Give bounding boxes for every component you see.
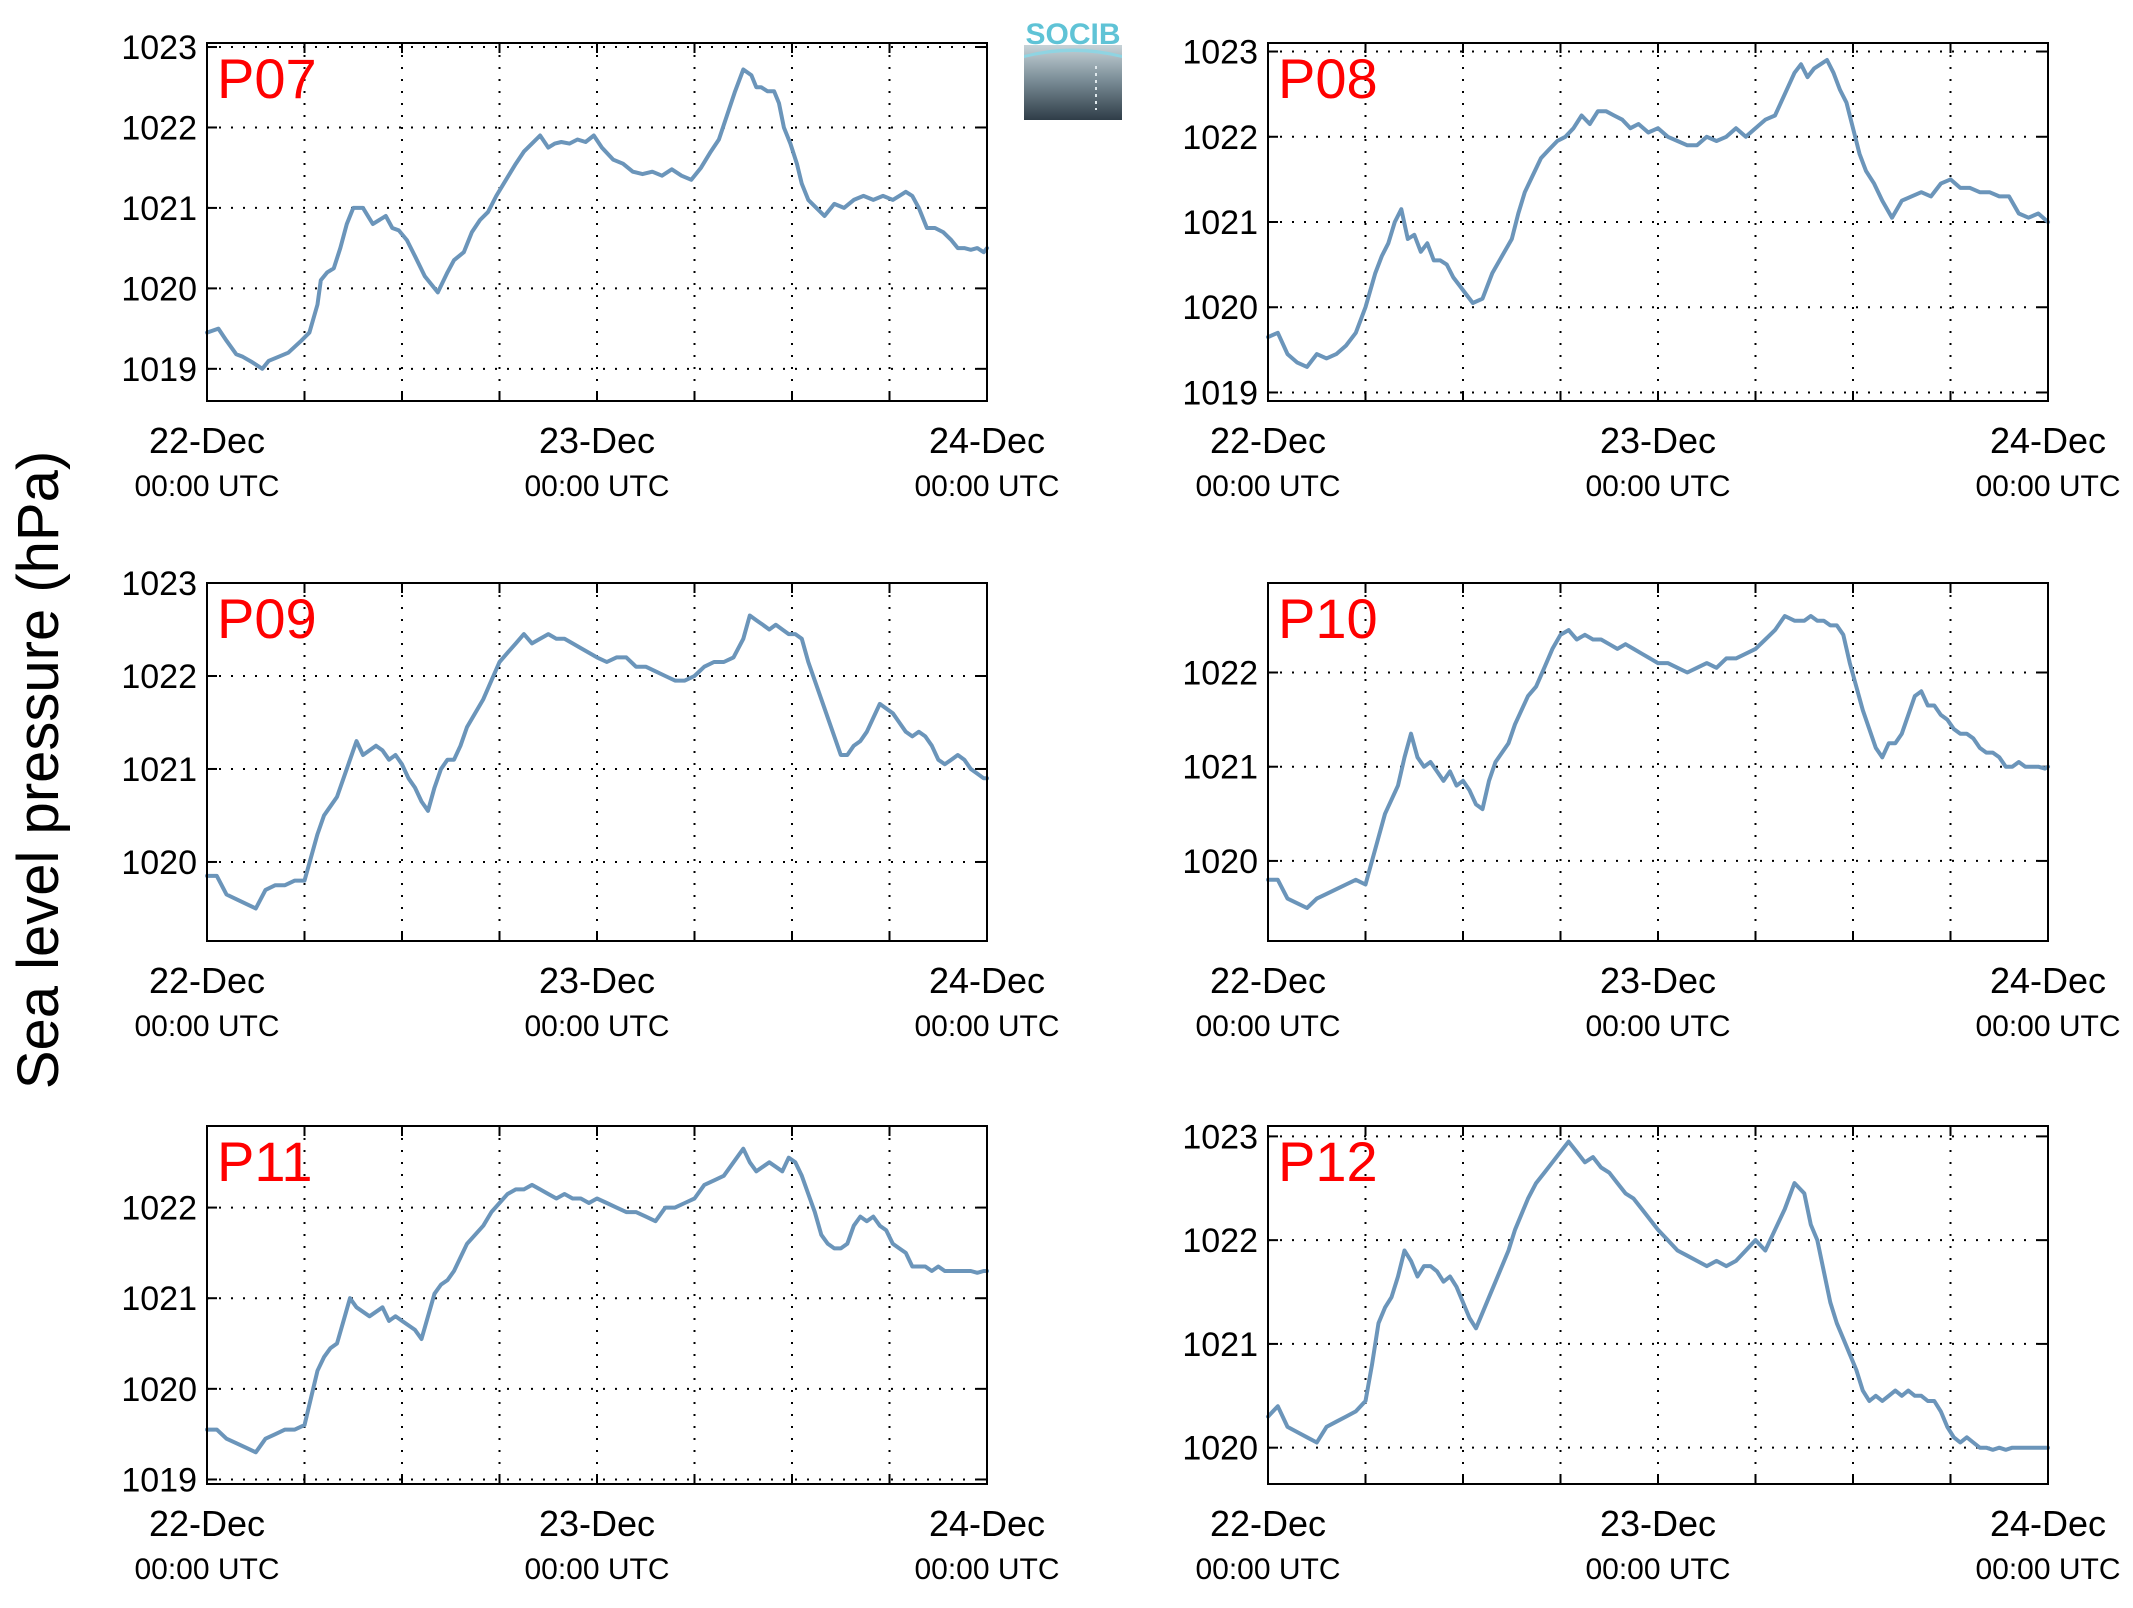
- y-tick-label: 1022: [1182, 119, 1258, 157]
- chart-panel-p11: 1019 1020 1021 1022 P11 22-Dec 00:00 UTC 23-Dec…: [121, 1125, 1060, 1586]
- plot-frame: [206, 42, 988, 402]
- x-tick-label-date: 22-Dec: [1210, 1503, 1326, 1544]
- x-tick-label-time: 00:00 UTC: [914, 470, 1059, 503]
- x-tick-label-time: 00:00 UTC: [1195, 1553, 1340, 1586]
- panel-label: P08: [1278, 47, 1378, 110]
- chart-panel-p12: 1020 1021 1022 1023 P12 22-Dec 00:00 UTC 23-Dec…: [1182, 1118, 2120, 1586]
- x-tick-label-date: 24-Dec: [929, 960, 1045, 1001]
- chart-panel-p07: 1019 1020 1021 1022 1023 P07 22-Dec 00:00 UTC 23…: [121, 29, 1059, 503]
- y-tick-label: 1022: [1182, 1222, 1258, 1260]
- y-tick-label: 1021: [121, 1280, 197, 1318]
- plot-area: [1268, 1126, 2048, 1484]
- y-tick-label: 1023: [1182, 1118, 1258, 1156]
- y-tick-label: 1020: [1182, 1430, 1258, 1468]
- x-tick-label-time: 00:00 UTC: [1195, 1010, 1340, 1043]
- chart-panel-p08: 1019 1020 1021 1022 1023 P08 22-Dec 00:00 UTC 23…: [1182, 34, 2120, 503]
- y-tick-label: 1019: [1182, 374, 1258, 412]
- x-tick-label-date: 24-Dec: [929, 420, 1045, 461]
- y-tick-label: 1022: [121, 109, 197, 147]
- y-tick-label: 1020: [121, 1371, 197, 1409]
- x-tick-label-time: 00:00 UTC: [134, 470, 279, 503]
- x-tick-label-date: 23-Dec: [539, 420, 655, 461]
- x-tick-label-date: 22-Dec: [149, 960, 265, 1001]
- panel-label: P10: [1278, 587, 1378, 650]
- y-tick-label: 1020: [121, 844, 197, 882]
- y-tick-label: 1019: [121, 351, 197, 389]
- x-tick-label-time: 00:00 UTC: [134, 1010, 279, 1043]
- chart-panel-p09: 1020 1021 1022 1023 P09 22-Dec 00:00 UTC 23-Dec…: [121, 565, 1059, 1043]
- y-tick-label: 1021: [121, 190, 197, 228]
- y-tick-label: 1023: [1182, 34, 1258, 72]
- series-line: [1266, 614, 2050, 910]
- plot-frame: [206, 1125, 988, 1485]
- socib-logo: SOCIB: [1024, 18, 1122, 120]
- plot-frame: [1267, 582, 2049, 942]
- plot-frame: [1267, 42, 2049, 402]
- y-tick-label: 1021: [1182, 1326, 1258, 1364]
- plot-area: [207, 43, 987, 401]
- y-axis-title: Sea level pressure (hPa): [6, 451, 71, 1089]
- y-tick-label: 1020: [1182, 843, 1258, 881]
- x-tick-label-time: 00:00 UTC: [1975, 470, 2120, 503]
- x-tick-label-date: 22-Dec: [1210, 960, 1326, 1001]
- series-line: [205, 67, 989, 371]
- x-tick-label-date: 24-Dec: [1990, 960, 2106, 1001]
- x-tick-label-date: 22-Dec: [1210, 420, 1326, 461]
- x-tick-label-date: 22-Dec: [149, 1503, 265, 1544]
- y-tick-label: 1022: [1182, 655, 1258, 693]
- x-tick-label-date: 24-Dec: [1990, 1503, 2106, 1544]
- y-tick-label: 1023: [121, 565, 197, 603]
- x-tick-label-date: 24-Dec: [929, 1503, 1045, 1544]
- y-tick-label: 1022: [121, 1190, 197, 1228]
- plot-area: [1268, 43, 2048, 401]
- x-tick-label-time: 00:00 UTC: [1975, 1010, 2120, 1043]
- panel-label: P11: [217, 1130, 312, 1193]
- y-tick-label: 1020: [121, 270, 197, 308]
- chart-panels: 1019 1020 1021 1022 1023 P07 22-Dec 00:00 UTC 23…: [121, 29, 2120, 1586]
- series-line: [205, 1146, 989, 1455]
- plot-area: [207, 583, 987, 941]
- x-tick-label-date: 23-Dec: [539, 1503, 655, 1544]
- y-tick-label: 1021: [121, 751, 197, 789]
- plot-frame: [1267, 1125, 2049, 1485]
- x-tick-label-date: 24-Dec: [1990, 420, 2106, 461]
- y-tick-label: 1023: [121, 29, 197, 67]
- x-tick-label-date: 22-Dec: [149, 420, 265, 461]
- x-tick-label-time: 00:00 UTC: [1975, 1553, 2120, 1586]
- y-tick-label: 1022: [121, 658, 197, 696]
- chart-panel-p10: 1020 1021 1022 P10 22-Dec 00:00 UTC 23-Dec 00:0…: [1182, 582, 2121, 1043]
- x-tick-label-time: 00:00 UTC: [914, 1010, 1059, 1043]
- plot-area: [1268, 583, 2048, 941]
- x-tick-label-time: 00:00 UTC: [1195, 470, 1340, 503]
- x-tick-label-time: 00:00 UTC: [1585, 470, 1730, 503]
- x-tick-label-time: 00:00 UTC: [524, 1553, 669, 1586]
- panel-label: P12: [1278, 1130, 1378, 1193]
- plot-frame: [206, 582, 988, 942]
- y-tick-label: 1020: [1182, 289, 1258, 327]
- panel-label: P07: [217, 47, 317, 110]
- series-line: [205, 613, 989, 911]
- panel-label: P09: [217, 587, 317, 650]
- x-tick-label-time: 00:00 UTC: [134, 1553, 279, 1586]
- y-tick-label: 1019: [121, 1461, 197, 1499]
- x-tick-label-time: 00:00 UTC: [524, 470, 669, 503]
- x-tick-label-date: 23-Dec: [539, 960, 655, 1001]
- x-tick-label-time: 00:00 UTC: [1585, 1010, 1730, 1043]
- x-tick-label-date: 23-Dec: [1600, 1503, 1716, 1544]
- plot-area: [207, 1126, 987, 1484]
- series-line: [1266, 1139, 2050, 1452]
- x-tick-label-time: 00:00 UTC: [914, 1553, 1059, 1586]
- x-tick-label-time: 00:00 UTC: [1585, 1553, 1730, 1586]
- logo-text: SOCIB: [1025, 18, 1120, 51]
- y-tick-label: 1021: [1182, 749, 1258, 787]
- x-tick-label-date: 23-Dec: [1600, 420, 1716, 461]
- x-tick-label-time: 00:00 UTC: [524, 1010, 669, 1043]
- series-line: [1266, 58, 2050, 369]
- x-tick-label-date: 23-Dec: [1600, 960, 1716, 1001]
- y-tick-label: 1021: [1182, 204, 1258, 242]
